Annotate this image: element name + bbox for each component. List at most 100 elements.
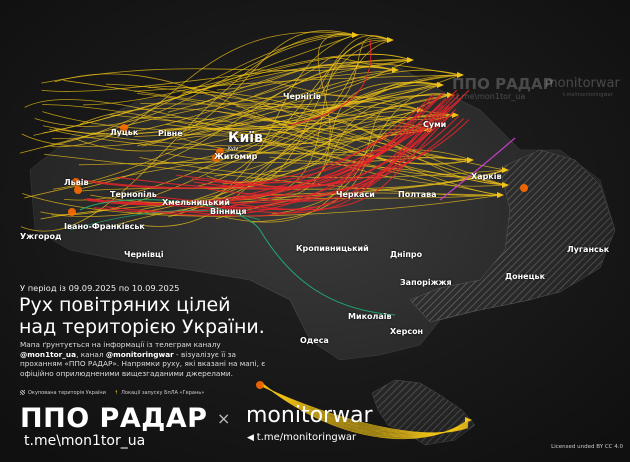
city-label: Донецьк bbox=[505, 272, 545, 281]
launch-marker-icon bbox=[447, 92, 454, 98]
city-label: Рівне bbox=[158, 129, 183, 138]
city-name: Івано-Франківськ bbox=[64, 222, 145, 231]
launch-marker-icon bbox=[467, 157, 474, 163]
explosion-icon bbox=[216, 148, 224, 156]
missile-track bbox=[87, 89, 470, 206]
drone-track bbox=[137, 93, 501, 196]
city-label: Луцьк bbox=[110, 128, 138, 137]
explosion-icon bbox=[74, 186, 82, 194]
drone-track bbox=[83, 53, 411, 106]
city-name: Донецьк bbox=[505, 272, 545, 281]
drone-track bbox=[42, 125, 431, 147]
other-track bbox=[79, 199, 396, 316]
monitorwar-logo: monitorwar bbox=[246, 403, 373, 428]
city-label: Київ Kyiv bbox=[228, 130, 263, 152]
city-label: Черкаси bbox=[336, 190, 375, 199]
other-track bbox=[439, 137, 516, 201]
explosion-icon bbox=[520, 184, 528, 192]
city-label: Ужгород bbox=[20, 232, 62, 241]
drone-track bbox=[49, 128, 471, 161]
drone-track bbox=[261, 385, 469, 434]
desc-handle-mon1tor: @mon1tor_ua bbox=[20, 349, 77, 359]
watermark-ppo: ППО РАДАР bbox=[452, 75, 554, 93]
monitorwar-link[interactable]: ◀ t.me/monitoringwar bbox=[247, 432, 356, 443]
ppo-radar-link[interactable]: t.me\mon1tor_ua bbox=[24, 433, 146, 449]
missile-track bbox=[200, 115, 447, 211]
drone-track bbox=[266, 79, 441, 99]
city-name: Луцьк bbox=[110, 128, 139, 137]
drone-track bbox=[217, 94, 451, 124]
launch-marker-icon bbox=[465, 417, 472, 423]
drone-track bbox=[269, 156, 471, 163]
drone-track bbox=[110, 194, 501, 227]
launch-marker-icon bbox=[437, 82, 444, 88]
explosion-icon bbox=[212, 154, 220, 162]
drone-track bbox=[271, 82, 441, 201]
drone-track bbox=[176, 135, 506, 187]
city-label: Хмельницький bbox=[162, 198, 230, 207]
drone-track bbox=[34, 34, 356, 127]
launch-marker-icon bbox=[392, 67, 399, 73]
launch-marker-icon bbox=[407, 57, 414, 63]
drone-track bbox=[20, 33, 356, 232]
drone-track bbox=[198, 39, 391, 170]
explosion-icon bbox=[120, 124, 128, 132]
other-track bbox=[69, 209, 261, 231]
legend-launch-label: Локації запуску БпЛА «Герань» bbox=[121, 390, 205, 396]
missile-track bbox=[207, 105, 453, 197]
desc-text-2: , канал bbox=[76, 349, 104, 359]
launch-marker-icon bbox=[457, 72, 464, 78]
drone-track bbox=[75, 84, 441, 152]
city-name: Полтава bbox=[398, 190, 437, 199]
license-note: Licensed unded BY CC 4.0 bbox=[551, 444, 623, 450]
city-label: Кропивницький bbox=[296, 244, 369, 253]
drone-track bbox=[208, 109, 421, 129]
city-name: Запоріжжя bbox=[400, 278, 452, 287]
launch-marker-icon bbox=[387, 37, 394, 43]
missile-track bbox=[176, 97, 447, 184]
city-label: Харків bbox=[471, 172, 502, 181]
watermark-monitorwar-link: t.me/monitoringwar bbox=[563, 92, 613, 98]
collab-separator: × bbox=[217, 409, 231, 428]
explosion-icon bbox=[68, 208, 76, 216]
desc-text-3: - візуалізує її за проханням «ППО РАДАР»… bbox=[20, 349, 266, 378]
drone-track bbox=[82, 59, 411, 189]
title-line-1: Рух повітряних цілей bbox=[19, 294, 231, 316]
city-name: Харків bbox=[471, 172, 502, 181]
city-name: Київ bbox=[228, 130, 263, 146]
city-name: Одеса bbox=[300, 336, 329, 345]
watermark-monitorwar: monitorwar bbox=[545, 76, 620, 91]
city-label: Тернопіль bbox=[110, 190, 157, 199]
drone-track bbox=[54, 73, 471, 165]
city-label: Львів bbox=[64, 178, 89, 187]
city-name: Тернопіль bbox=[110, 190, 157, 199]
city-label: Житомир bbox=[214, 152, 257, 161]
explosion-icon bbox=[72, 178, 80, 186]
hatch-icon bbox=[20, 390, 25, 395]
drone-track bbox=[134, 74, 461, 92]
legend-launch-sites: ↑ Локації запуску БпЛА «Герань» bbox=[114, 390, 204, 396]
page-title: Рух повітряних цілей над територією Укра… bbox=[19, 294, 265, 338]
drone-track bbox=[165, 74, 461, 131]
drone-track bbox=[51, 31, 356, 148]
city-label: Запоріжжя bbox=[400, 278, 452, 287]
city-label: Івано-Франківськ bbox=[64, 222, 145, 231]
launch-marker-icon bbox=[502, 167, 509, 173]
launch-marker-icon bbox=[497, 192, 504, 198]
description: Мапа ґрунтується на інформації із телегр… bbox=[20, 340, 270, 378]
city-name: Ужгород bbox=[20, 232, 62, 241]
city-name: Вінниця bbox=[210, 207, 247, 216]
city-name: Хмельницький bbox=[162, 198, 230, 207]
launch-marker-icon bbox=[452, 112, 459, 118]
legend-occupied: Окупована територія України bbox=[20, 390, 106, 396]
launch-marker-icon bbox=[502, 182, 509, 188]
city-label: Полтава bbox=[398, 190, 437, 199]
period-label: У період із 09.09.2025 по 10.09.2025 bbox=[20, 283, 180, 293]
drone-track bbox=[80, 169, 506, 192]
city-name: Житомир bbox=[214, 152, 258, 161]
telegram-icon: ◀ bbox=[247, 433, 257, 443]
pin-icon: ↑ bbox=[113, 390, 119, 396]
drone-track bbox=[252, 35, 391, 122]
drone-track bbox=[24, 99, 506, 178]
